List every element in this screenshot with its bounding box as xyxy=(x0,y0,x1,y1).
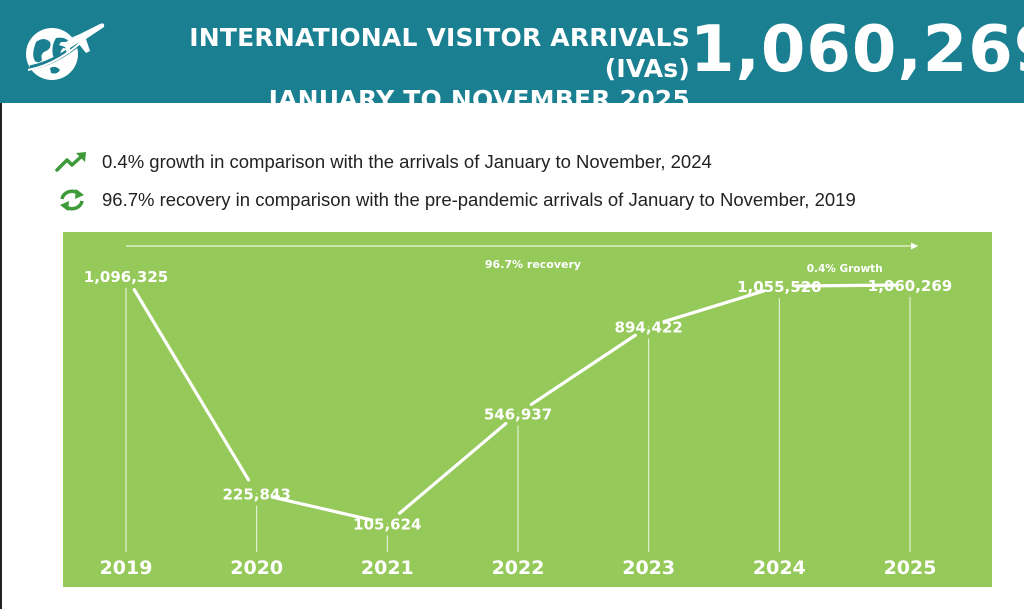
value-label-2020: 225,843 xyxy=(223,486,291,504)
title-line-2: JANUARY TO NOVEMBER 2025 xyxy=(268,85,690,114)
point-2022 xyxy=(517,412,519,414)
value-label-2024: 1,055,520 xyxy=(737,278,821,296)
title-line-1: INTERNATIONAL VISITOR ARRIVALS (IVAs) xyxy=(189,23,690,83)
recovery-arrowhead xyxy=(911,242,919,250)
x-tick-2022: 2022 xyxy=(492,557,545,579)
trending-up-icon xyxy=(55,152,86,172)
header-banner: INTERNATIONAL VISITOR ARRIVALS (IVAs) JA… xyxy=(0,0,1024,114)
growth-annotation: 0.4% Growth xyxy=(807,263,883,275)
line-segment-2019-2020 xyxy=(132,288,251,482)
recovery-text: 96.7% recovery in comparison with the pr… xyxy=(102,189,856,210)
value-label-2025: 1,060,269 xyxy=(868,277,952,295)
x-tick-2021: 2021 xyxy=(361,557,414,579)
line-segment-2020-2021 xyxy=(270,495,374,522)
arrivals-line-chart: 96.7% recovery 1,096,325 225,843 105,624 546… xyxy=(84,242,952,579)
point-2025 xyxy=(909,284,911,286)
growth-text: 0.4% growth in comparison with the arriv… xyxy=(102,151,712,172)
total-arrivals: 1,060,269 xyxy=(690,13,1024,87)
report-title: INTERNATIONAL VISITOR ARRIVALS (IVAs) JA… xyxy=(110,22,690,115)
line-segment-2022-2023 xyxy=(529,333,637,407)
chart-panel: 96.7% recovery 1,096,325 225,843 105,624 546… xyxy=(63,232,992,587)
x-tick-2025: 2025 xyxy=(884,557,937,579)
globe-airplane-icon xyxy=(26,23,105,80)
x-tick-2020: 2020 xyxy=(230,557,283,579)
x-tick-2019: 2019 xyxy=(100,557,153,579)
point-2021 xyxy=(386,523,388,525)
value-label-2021: 105,624 xyxy=(353,516,421,534)
value-label-2023: 894,422 xyxy=(615,318,683,336)
line-segment-2021-2022 xyxy=(397,421,508,515)
x-tick-2024: 2024 xyxy=(753,557,806,579)
recovery-annotation: 96.7% recovery xyxy=(485,258,581,271)
point-2019 xyxy=(125,275,127,277)
line-segment-2024-2025 xyxy=(793,283,896,288)
value-label-2022: 546,937 xyxy=(484,405,552,423)
point-2020 xyxy=(256,493,258,495)
value-label-2019: 1,096,325 xyxy=(84,268,168,286)
refresh-icon xyxy=(60,189,84,211)
growth-highlight: 0.4% growth in comparison with the arriv… xyxy=(54,147,712,177)
line-segment-2023-2024 xyxy=(662,289,766,324)
recovery-highlight: 96.7% recovery in comparison with the pr… xyxy=(54,185,856,215)
x-tick-2023: 2023 xyxy=(622,557,675,579)
point-2023 xyxy=(648,325,650,327)
point-2024 xyxy=(778,285,780,287)
page-edge-divider xyxy=(0,103,2,609)
